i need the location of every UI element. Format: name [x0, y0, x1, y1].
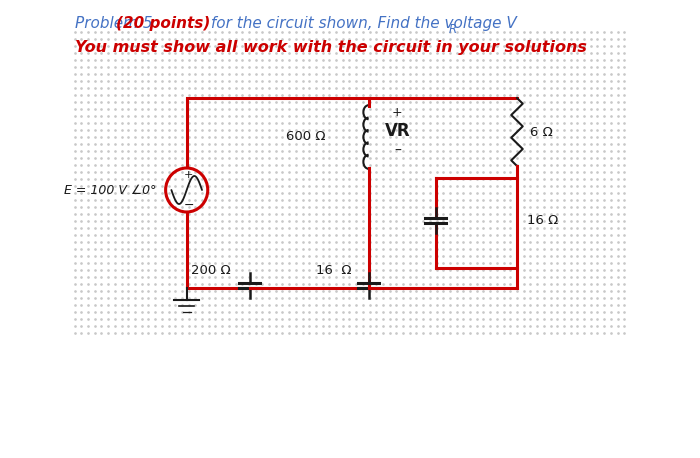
Text: +: +	[184, 170, 193, 180]
Text: −: −	[183, 198, 194, 212]
Text: VR: VR	[384, 122, 410, 140]
Text: 6 Ω: 6 Ω	[531, 125, 553, 138]
Text: 600 Ω: 600 Ω	[286, 131, 326, 143]
Text: 16  Ω: 16 Ω	[316, 263, 351, 277]
Text: You must show all work with the circuit in your solutions: You must show all work with the circuit …	[75, 40, 587, 55]
Text: +: +	[392, 107, 402, 120]
Text: 200 Ω: 200 Ω	[191, 263, 231, 277]
Text: E = 100 V ∠0°: E = 100 V ∠0°	[64, 184, 156, 196]
Text: (20 points): (20 points)	[116, 16, 210, 31]
Text: Problem 5: Problem 5	[75, 16, 158, 31]
Text: R: R	[449, 23, 457, 36]
Text: 16 Ω: 16 Ω	[526, 214, 558, 228]
Text: –: –	[394, 144, 401, 158]
Text: for the circuit shown, Find the voltage V: for the circuit shown, Find the voltage …	[206, 16, 517, 31]
